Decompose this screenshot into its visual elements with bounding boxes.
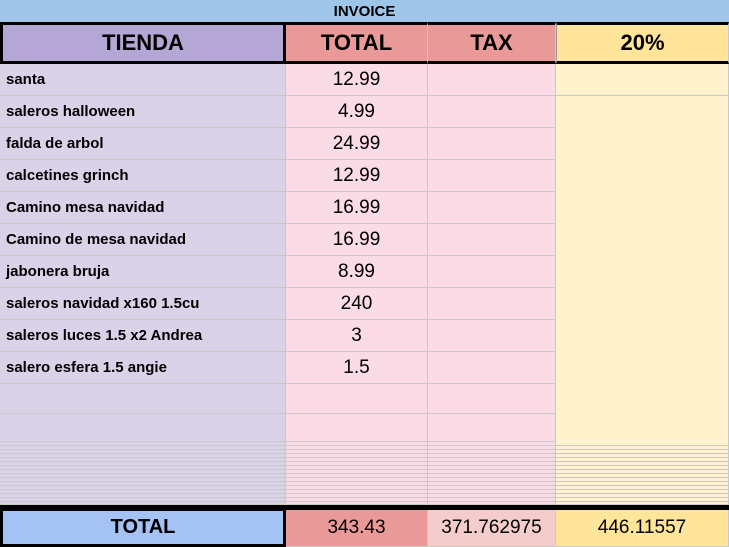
total-cell: 16.99 — [286, 192, 428, 224]
tax-cell — [428, 128, 556, 160]
hidden-row — [286, 446, 428, 450]
empty-cell — [0, 384, 286, 414]
hidden-row — [428, 482, 556, 486]
item-cell: Camino mesa navidad — [0, 192, 286, 224]
total-value: 343.43 — [286, 510, 428, 547]
hidden-row — [428, 494, 556, 498]
empty-cell — [0, 414, 286, 442]
hidden-row — [556, 502, 729, 505]
hidden-row — [286, 470, 428, 474]
header-cell: TIENDA — [0, 22, 286, 64]
total-cell: 240 — [286, 288, 428, 320]
hidden-row — [428, 490, 556, 494]
divider — [0, 505, 729, 510]
hidden-row — [428, 470, 556, 474]
total-cell: 16.99 — [286, 224, 428, 256]
item-cell: calcetines grinch — [0, 160, 286, 192]
hidden-row — [0, 442, 286, 446]
total-cell: 3 — [286, 320, 428, 352]
hidden-row — [0, 466, 286, 470]
hidden-row — [0, 450, 286, 454]
hidden-row — [0, 462, 286, 466]
hidden-row — [0, 482, 286, 486]
total-pct: 446.11557 — [556, 510, 729, 547]
item-cell: saleros navidad x160 1.5cu — [0, 288, 286, 320]
header-cell: TOTAL — [286, 22, 428, 64]
hidden-row — [0, 490, 286, 494]
total-cell: 4.99 — [286, 96, 428, 128]
total-cell: 12.99 — [286, 64, 428, 96]
hidden-row — [428, 458, 556, 462]
total-tax: 371.762975 — [428, 510, 556, 547]
item-cell: falda de arbol — [0, 128, 286, 160]
header-cell: 20% — [556, 22, 729, 64]
hidden-row — [428, 454, 556, 458]
header-cell: TAX — [428, 22, 556, 64]
tax-cell — [428, 256, 556, 288]
hidden-row — [286, 462, 428, 466]
hidden-row — [286, 494, 428, 498]
hidden-row — [428, 502, 556, 505]
merged-cell — [556, 96, 729, 506]
hidden-row — [428, 442, 556, 446]
hidden-row — [286, 458, 428, 462]
hidden-row — [286, 486, 428, 490]
hidden-row — [428, 446, 556, 450]
tax-cell — [428, 352, 556, 384]
hidden-row — [286, 442, 428, 446]
hidden-row — [0, 446, 286, 450]
empty-cell — [286, 414, 428, 442]
hidden-row — [0, 470, 286, 474]
item-cell: saleros halloween — [0, 96, 286, 128]
hidden-row — [286, 454, 428, 458]
item-cell: salero esfera 1.5 angie — [0, 352, 286, 384]
hidden-row — [0, 502, 286, 505]
empty-cell — [428, 384, 556, 414]
hidden-row — [428, 450, 556, 454]
tax-cell — [428, 224, 556, 256]
tax-cell — [428, 320, 556, 352]
item-cell: saleros luces 1.5 x2 Andrea — [0, 320, 286, 352]
hidden-row — [0, 474, 286, 478]
hidden-row — [0, 494, 286, 498]
hidden-row — [428, 498, 556, 502]
total-label: TOTAL — [0, 508, 286, 547]
item-cell: jabonera bruja — [0, 256, 286, 288]
tax-cell — [428, 288, 556, 320]
hidden-row — [286, 502, 428, 505]
hidden-row — [0, 478, 286, 482]
total-cell: 8.99 — [286, 256, 428, 288]
hidden-row — [286, 474, 428, 478]
hidden-row — [286, 466, 428, 470]
hidden-row — [428, 478, 556, 482]
hidden-row — [0, 454, 286, 458]
empty-cell — [286, 384, 428, 414]
title: INVOICE — [0, 0, 729, 22]
hidden-row — [0, 486, 286, 490]
item-cell: Camino de mesa navidad — [0, 224, 286, 256]
hidden-row — [286, 498, 428, 502]
hidden-row — [286, 478, 428, 482]
tax-cell — [428, 64, 556, 96]
hidden-row — [286, 450, 428, 454]
total-cell: 12.99 — [286, 160, 428, 192]
hidden-row — [428, 474, 556, 478]
tax-cell — [428, 96, 556, 128]
hidden-row — [286, 482, 428, 486]
hidden-row — [0, 458, 286, 462]
item-cell: santa — [0, 64, 286, 96]
hidden-row — [0, 498, 286, 502]
empty-cell — [428, 414, 556, 442]
total-cell: 1.5 — [286, 352, 428, 384]
hidden-row — [428, 462, 556, 466]
hidden-row — [428, 486, 556, 490]
total-cell: 24.99 — [286, 128, 428, 160]
tax-cell — [428, 192, 556, 224]
hidden-row — [428, 466, 556, 470]
hidden-row — [286, 490, 428, 494]
cell — [556, 64, 729, 96]
tax-cell — [428, 160, 556, 192]
